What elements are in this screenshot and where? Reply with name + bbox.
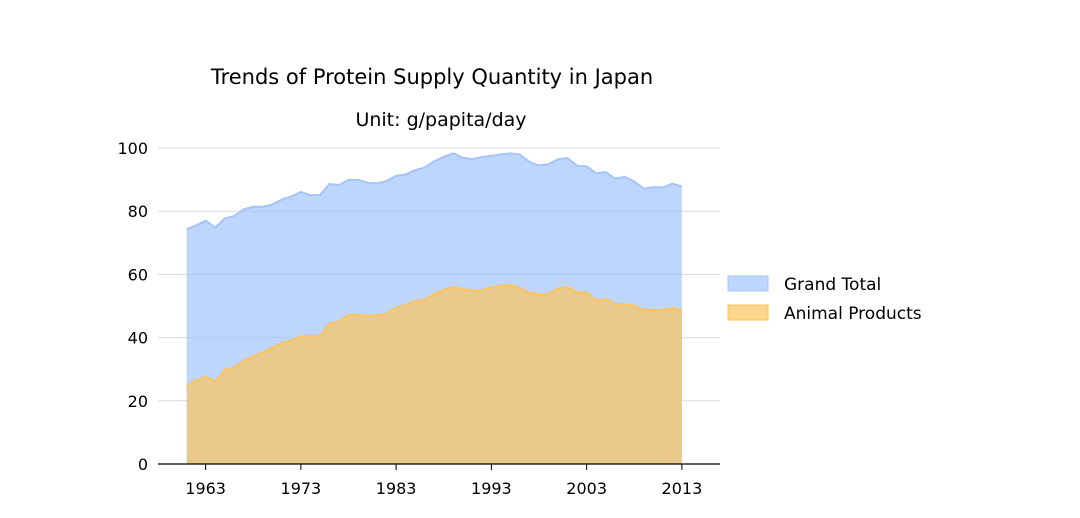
x-tick-label: 1973 [281, 479, 322, 498]
legend-label: Animal Products [784, 304, 922, 324]
y-tick-label: 40 [128, 329, 148, 348]
x-tick-label: 1963 [185, 479, 226, 498]
line-grand-total [186, 152, 683, 231]
legend: Grand Total Animal Products [727, 275, 922, 324]
area-animal-products [186, 285, 682, 464]
chart-subtitle: Unit: g/papita/day [355, 109, 526, 131]
y-tick-label: 20 [128, 392, 148, 411]
legend-swatch [727, 304, 769, 321]
y-tick-label: 0 [138, 455, 148, 474]
line-animal-products [186, 284, 683, 387]
chart-title: Trends of Protein Supply Quantity in Jap… [210, 65, 653, 89]
x-tick-label: 1983 [376, 479, 417, 498]
legend-label: Grand Total [784, 275, 881, 295]
x-tick-label: 2013 [662, 479, 703, 498]
y-tick-label: 80 [128, 202, 148, 221]
legend-swatch [727, 275, 769, 292]
y-tick-label: 100 [117, 139, 148, 158]
y-tick-label: 60 [128, 265, 148, 284]
axes: 0 20 40 60 80 100 1963 1973 1983 1993 2003 2013 [117, 139, 720, 498]
x-tick-label: 2003 [566, 479, 607, 498]
x-tick-label: 1993 [471, 479, 512, 498]
series-areas [186, 152, 683, 464]
